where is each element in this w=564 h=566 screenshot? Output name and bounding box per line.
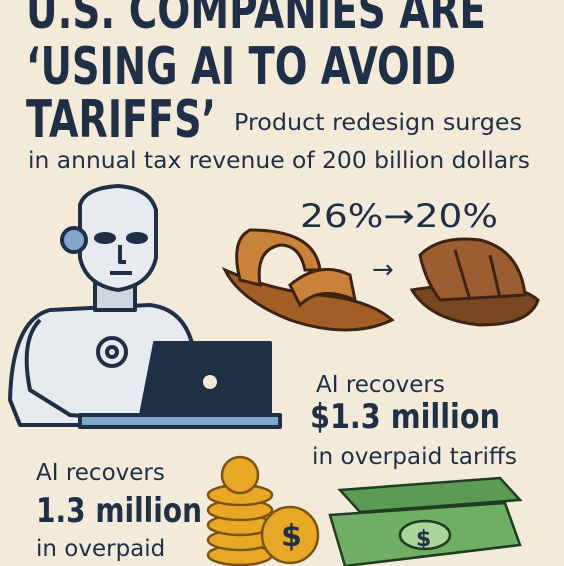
svg-text:$: $	[416, 527, 431, 552]
subtitle: in annual tax revenue of 200 billion dol…	[28, 148, 530, 174]
robot-illustration	[8, 184, 282, 429]
coins-illustration: $	[206, 455, 320, 566]
callout-amount: 1.3 million	[36, 491, 202, 531]
svg-text:$: $	[281, 519, 302, 554]
rate-change: 26%→20%	[300, 197, 498, 235]
cash-illustration: $	[328, 476, 523, 566]
callout-tail: in overpaid	[36, 536, 165, 562]
title-line: ‘USING AI TO AVOID	[26, 37, 456, 97]
sandal-new	[409, 237, 540, 327]
callout-amount: $1.3 million	[310, 397, 500, 437]
arrow-icon: →	[372, 255, 394, 285]
subtitle: Product redesign surges	[234, 110, 522, 136]
sandal-old	[221, 228, 395, 332]
callout-tail: in overpaid tariffs	[312, 444, 517, 470]
callout-lead: AI recovers	[316, 372, 445, 398]
title-line: U.S. COMPANIES ARE	[26, 0, 486, 41]
title-line: TARIFFS’	[26, 90, 216, 150]
callout-lead: AI recovers	[36, 460, 165, 486]
